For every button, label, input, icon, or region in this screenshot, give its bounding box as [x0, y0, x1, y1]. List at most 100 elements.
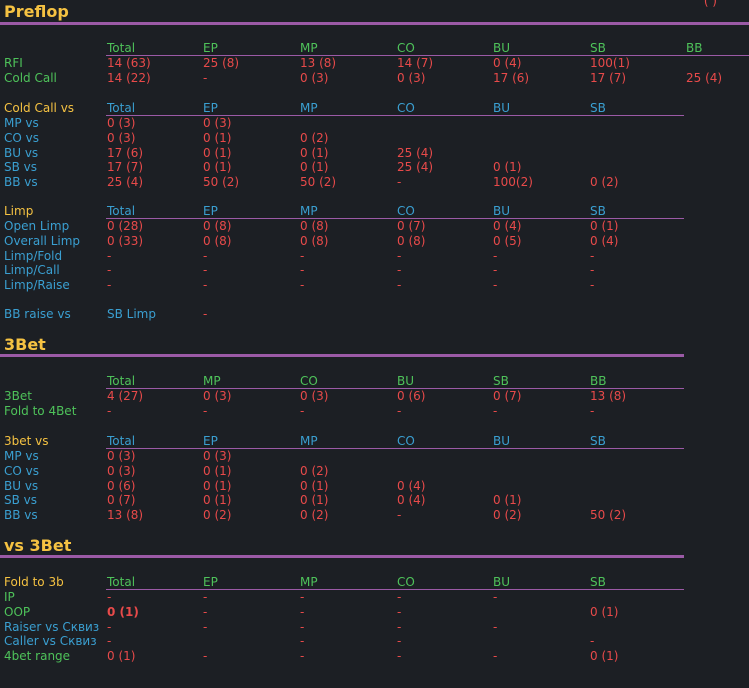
stat-cell[interactable]: -: [203, 248, 208, 263]
stat-cell[interactable]: -: [493, 263, 498, 278]
stat-cell[interactable]: -: [493, 248, 498, 263]
stat-cell[interactable]: 17 (7): [107, 160, 144, 175]
stat-cell[interactable]: -: [107, 619, 112, 634]
stat-cell[interactable]: -: [397, 175, 402, 189]
stat-cell[interactable]: 4 (27): [107, 389, 144, 404]
stat-cell[interactable]: 0 (3): [203, 389, 232, 404]
stat-cell[interactable]: -: [300, 604, 305, 619]
stat-cell[interactable]: -: [300, 649, 305, 663]
stat-cell[interactable]: -: [300, 634, 305, 649]
stat-cell[interactable]: 25 (4): [107, 175, 144, 189]
stat-cell[interactable]: SB Limp: [107, 307, 156, 321]
stat-cell[interactable]: -: [590, 248, 595, 263]
stat-cell[interactable]: 0 (7): [493, 389, 522, 404]
stat-cell[interactable]: 13 (8): [590, 389, 627, 404]
stat-cell[interactable]: 0 (3): [107, 449, 136, 464]
stat-cell[interactable]: 0 (4): [397, 493, 426, 508]
stat-cell[interactable]: 25 (4): [686, 70, 723, 85]
stat-cell[interactable]: 0 (1): [203, 478, 232, 493]
stat-cell[interactable]: 0 (2): [590, 175, 619, 189]
stat-cell[interactable]: 0 (1): [590, 604, 619, 619]
stat-cell[interactable]: -: [300, 278, 305, 292]
stat-cell[interactable]: -: [107, 634, 112, 649]
stat-cell[interactable]: -: [590, 263, 595, 278]
stat-cell[interactable]: 0 (28): [107, 219, 144, 234]
stat-cell[interactable]: 0 (6): [107, 478, 136, 493]
stat-cell[interactable]: -: [493, 403, 498, 418]
stat-cell[interactable]: -: [397, 649, 402, 663]
stat-cell[interactable]: 0 (1): [493, 493, 522, 508]
stat-cell[interactable]: 0 (8): [397, 233, 426, 248]
stat-cell[interactable]: 0 (4): [590, 233, 619, 248]
stat-cell[interactable]: 50 (2): [590, 508, 627, 522]
stat-cell[interactable]: -: [493, 649, 498, 663]
stat-cell[interactable]: 50 (2): [300, 175, 337, 189]
stat-cell[interactable]: -: [590, 403, 595, 418]
stat-cell[interactable]: 0 (2): [493, 508, 522, 522]
stat-cell[interactable]: 25 (8): [203, 56, 240, 71]
stat-cell[interactable]: 17 (6): [107, 145, 144, 160]
stat-cell[interactable]: 0 (5): [493, 233, 522, 248]
stat-cell[interactable]: -: [107, 403, 112, 418]
stat-cell[interactable]: -: [203, 307, 208, 321]
stat-cell[interactable]: 0 (2): [203, 508, 232, 522]
stat-cell[interactable]: -: [107, 248, 112, 263]
stat-cell[interactable]: 14 (7): [397, 56, 434, 71]
stat-cell[interactable]: 0 (1): [493, 160, 522, 175]
stat-cell[interactable]: 0 (3): [203, 449, 232, 464]
stat-cell[interactable]: -: [590, 278, 595, 292]
stat-cell[interactable]: 0 (3): [107, 130, 136, 145]
stat-cell[interactable]: 17 (7): [590, 70, 627, 85]
stat-cell[interactable]: 0 (2): [300, 508, 329, 522]
stat-cell[interactable]: -: [493, 619, 498, 634]
stat-cell[interactable]: -: [397, 590, 402, 605]
stat-cell[interactable]: -: [397, 508, 402, 522]
stat-cell[interactable]: 0 (8): [203, 219, 232, 234]
stat-cell[interactable]: 0 (1): [300, 145, 329, 160]
stat-cell[interactable]: -: [107, 590, 112, 605]
stat-cell[interactable]: 0 (1): [300, 493, 329, 508]
stat-cell[interactable]: 0 (1): [203, 145, 232, 160]
stat-cell[interactable]: -: [590, 634, 595, 649]
stat-cell[interactable]: 0 (1): [590, 219, 619, 234]
stat-cell[interactable]: 0 (7): [397, 219, 426, 234]
stat-cell[interactable]: 0 (33): [107, 233, 144, 248]
stat-cell[interactable]: 0 (4): [493, 56, 522, 71]
stat-cell[interactable]: 0 (2): [300, 463, 329, 478]
stat-cell[interactable]: -: [203, 70, 208, 85]
stat-cell[interactable]: -: [397, 604, 402, 619]
stat-cell[interactable]: 0 (7): [107, 493, 136, 508]
stat-cell[interactable]: 0 (3): [397, 70, 426, 85]
stat-cell[interactable]: 50 (2): [203, 175, 240, 189]
stat-cell[interactable]: -: [397, 634, 402, 649]
stat-cell[interactable]: -: [203, 604, 208, 619]
stat-cell[interactable]: 0 (3): [107, 463, 136, 478]
stat-cell[interactable]: -: [107, 278, 112, 292]
stat-cell[interactable]: -: [397, 619, 402, 634]
stat-cell[interactable]: -: [203, 263, 208, 278]
stat-cell[interactable]: 0 (4): [397, 478, 426, 493]
stat-cell[interactable]: 13 (8): [107, 508, 144, 522]
stat-cell[interactable]: 100(1): [590, 56, 630, 71]
stat-cell[interactable]: 0 (4): [493, 219, 522, 234]
stat-cell[interactable]: -: [397, 278, 402, 292]
stat-cell[interactable]: 0 (1): [300, 478, 329, 493]
stat-cell[interactable]: -: [300, 248, 305, 263]
stat-cell[interactable]: 0 (1): [107, 649, 136, 663]
stat-cell[interactable]: -: [203, 403, 208, 418]
stat-cell[interactable]: 25 (4): [397, 160, 434, 175]
stat-cell[interactable]: -: [203, 590, 208, 605]
stat-cell[interactable]: -: [300, 590, 305, 605]
stat-cell[interactable]: 0 (8): [203, 233, 232, 248]
stat-cell[interactable]: 0 (1): [203, 463, 232, 478]
stat-cell[interactable]: -: [300, 619, 305, 634]
stat-cell[interactable]: -: [300, 403, 305, 418]
stat-cell[interactable]: 100(2): [493, 175, 533, 189]
stat-cell[interactable]: 0 (6): [397, 389, 426, 404]
stat-cell[interactable]: -: [493, 590, 498, 605]
stat-cell[interactable]: 0 (1): [203, 493, 232, 508]
stat-cell[interactable]: -: [397, 263, 402, 278]
stat-cell[interactable]: 0 (3): [300, 389, 329, 404]
stat-cell[interactable]: 14 (63): [107, 56, 151, 71]
stat-cell[interactable]: -: [300, 263, 305, 278]
